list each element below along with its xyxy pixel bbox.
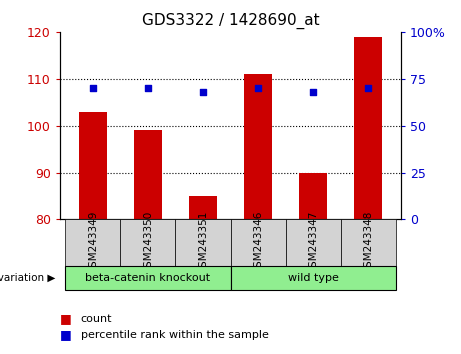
Bar [341,219,396,266]
Bar [120,219,176,266]
Text: wild type: wild type [288,273,338,283]
Text: GSM243347: GSM243347 [308,211,318,274]
Text: count: count [81,314,112,324]
Text: GSM243350: GSM243350 [143,211,153,274]
Point [199,89,207,95]
Text: GSM243349: GSM243349 [88,211,98,274]
Text: genotype/variation ▶: genotype/variation ▶ [0,273,55,283]
Text: GSM243348: GSM243348 [363,211,373,274]
Bar [65,219,120,266]
Bar [134,130,162,219]
Bar [285,219,341,266]
Point [144,85,152,91]
Text: ■: ■ [60,328,71,341]
Point [364,85,372,91]
Bar [355,36,382,219]
Text: GSM243346: GSM243346 [253,211,263,274]
Point [254,85,262,91]
Bar [176,219,230,266]
Bar [230,266,396,290]
Title: GDS3322 / 1428690_at: GDS3322 / 1428690_at [142,13,319,29]
Bar [189,196,217,219]
Bar [299,172,327,219]
Bar [65,266,230,290]
Text: percentile rank within the sample: percentile rank within the sample [81,330,269,339]
Point [89,85,97,91]
Text: beta-catenin knockout: beta-catenin knockout [85,273,211,283]
Text: ■: ■ [60,312,71,325]
Bar [79,112,106,219]
Text: GSM243351: GSM243351 [198,211,208,274]
Bar [244,74,272,219]
Point [309,89,317,95]
Bar [230,219,285,266]
